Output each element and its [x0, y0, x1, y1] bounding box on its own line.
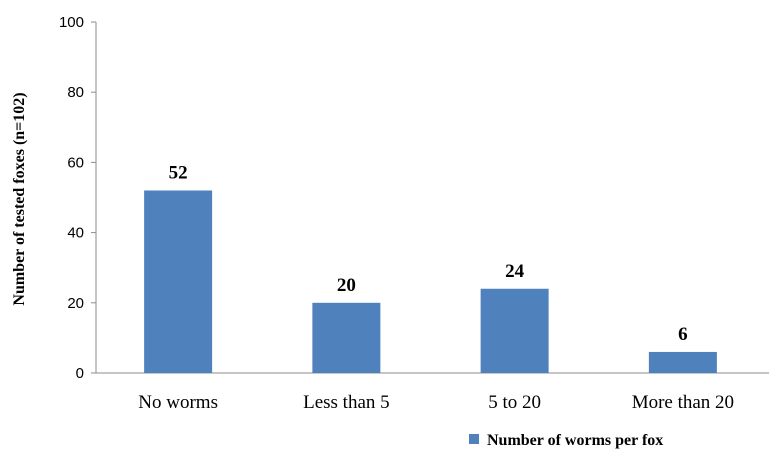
bar — [480, 288, 549, 373]
data-label: 20 — [337, 275, 356, 296]
data-label: 24 — [505, 261, 525, 282]
legend: Number of worms per fox — [469, 432, 663, 449]
bars — [144, 190, 717, 373]
y-tick-label: 40 — [67, 225, 84, 242]
y-tick-label: 60 — [67, 154, 84, 171]
bar — [648, 351, 717, 373]
y-ticks: 0 20 40 60 80 100 — [59, 14, 96, 382]
y-tick-label: 80 — [67, 84, 84, 101]
y-tick-label: 0 — [76, 365, 84, 382]
bar — [312, 302, 381, 373]
category-label: Less than 5 — [303, 392, 390, 413]
category-label: No worms — [138, 392, 218, 413]
data-label: 6 — [678, 324, 688, 345]
legend-label: Number of worms per fox — [487, 432, 663, 449]
category-label: 5 to 20 — [488, 392, 541, 413]
data-labels: 52 20 24 6 — [169, 162, 688, 344]
category-labels: No worms Less than 5 5 to 20 More than 20 — [138, 392, 734, 413]
y-axis-label: Number of tested foxes (n=102) — [11, 92, 28, 305]
y-tick-label: 20 — [67, 295, 84, 312]
data-label: 52 — [169, 162, 188, 183]
category-label: More than 20 — [632, 392, 734, 413]
y-tick-label: 100 — [59, 14, 84, 31]
bar — [144, 190, 213, 373]
legend-swatch — [469, 434, 479, 444]
